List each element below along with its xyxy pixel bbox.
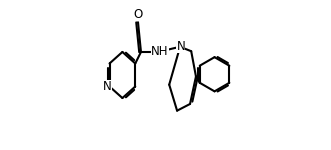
- Text: N: N: [176, 39, 185, 52]
- Text: NH: NH: [151, 45, 169, 58]
- Text: N: N: [103, 80, 112, 93]
- Text: O: O: [133, 8, 143, 21]
